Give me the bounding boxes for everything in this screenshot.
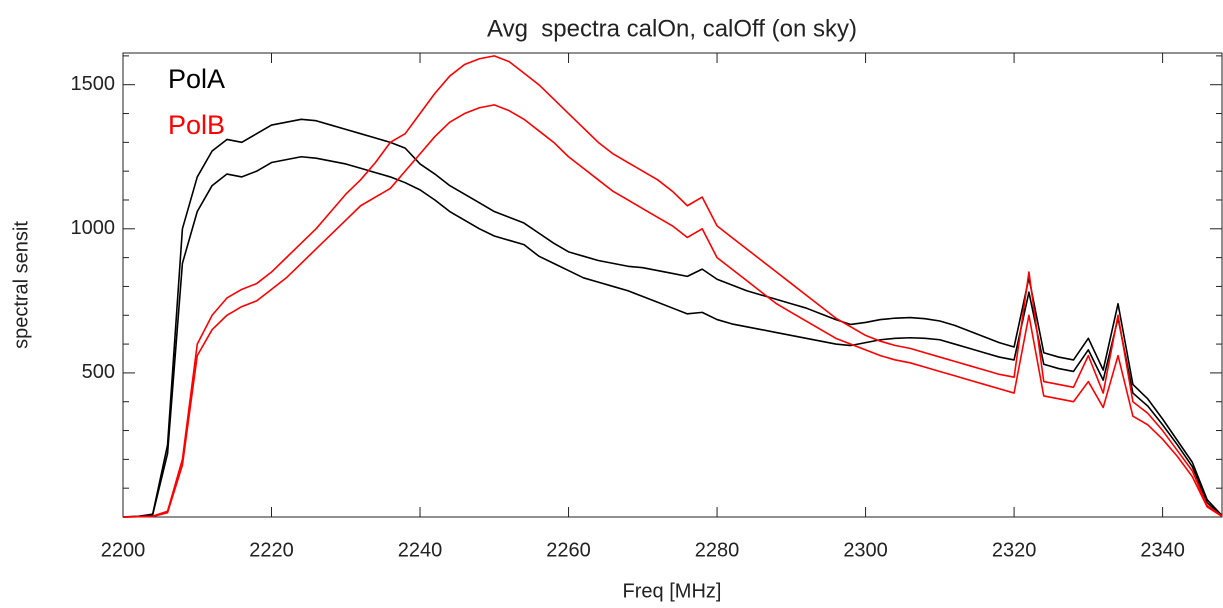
legend-label: PolB (168, 110, 225, 140)
x-axis-label: Freq [MHz] (623, 580, 722, 602)
series-line (122, 104, 1223, 518)
x-tick-label: 2240 (398, 539, 443, 561)
x-tick-label: 2280 (695, 539, 740, 561)
y-tick-label: 1000 (71, 217, 116, 239)
y-axis-label: spectral sensit (10, 221, 32, 349)
series-line (122, 118, 1223, 518)
series-line (122, 155, 1223, 518)
x-tick-label: 2340 (1140, 539, 1185, 561)
y-tick-label: 500 (82, 361, 115, 383)
plot-frame (122, 52, 1223, 518)
x-tick-label: 2220 (249, 539, 294, 561)
series-line (122, 55, 1223, 518)
y-tick-label: 1500 (71, 73, 116, 95)
x-tick-label: 2200 (101, 539, 146, 561)
x-tick-label: 2260 (546, 539, 591, 561)
chart-title: Avg spectra calOn, calOff (on sky) (487, 15, 857, 42)
x-tick-label: 2320 (992, 539, 1037, 561)
legend-label: PolA (168, 64, 225, 94)
x-tick-label: 2300 (843, 539, 888, 561)
